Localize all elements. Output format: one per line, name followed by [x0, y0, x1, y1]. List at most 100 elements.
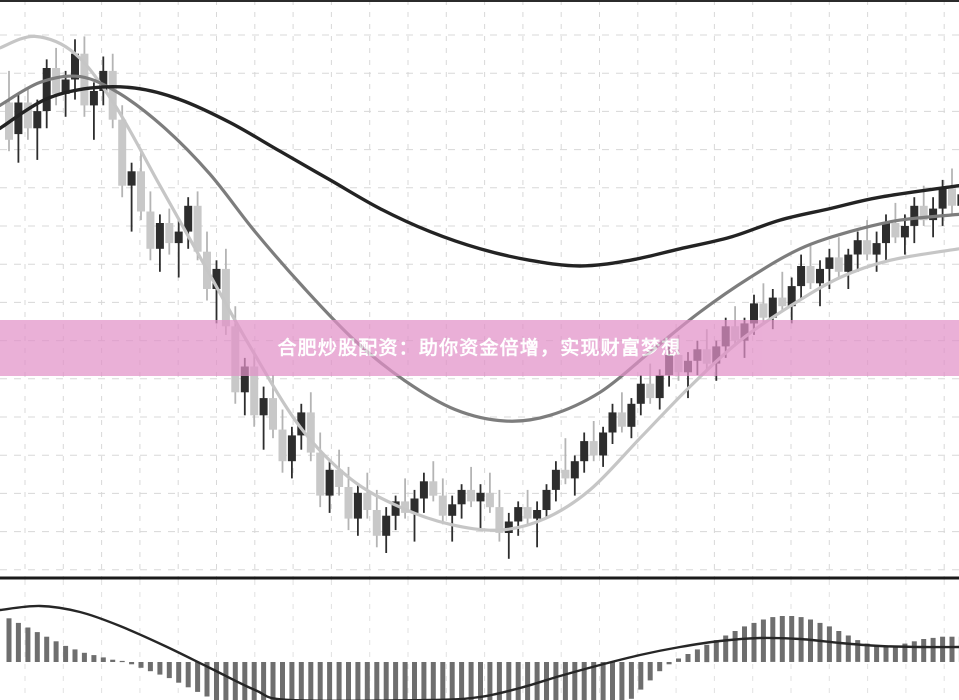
candlestick: [797, 254, 806, 301]
candlestick: [193, 191, 202, 261]
candlestick: [759, 283, 768, 324]
macd-signal-line: [0, 604, 959, 700]
candlestick: [89, 82, 98, 140]
candlestick: [504, 512, 513, 559]
candlestick: [438, 478, 447, 525]
histogram-bar: [15, 622, 21, 662]
histogram-bar: [289, 662, 295, 700]
histogram-bar: [364, 662, 370, 700]
histogram-bar: [346, 662, 351, 700]
histogram-bar: [280, 662, 285, 700]
histogram-bar: [44, 636, 50, 662]
candlestick: [448, 495, 457, 542]
histogram-bar: [845, 635, 851, 662]
candlestick: [476, 484, 485, 531]
promo-banner[interactable]: 合肥炒股配资：助你资金倍增，实现财富梦想: [0, 320, 959, 376]
histogram-bar: [383, 662, 389, 700]
candlestick: [212, 260, 221, 324]
histogram-bar: [723, 635, 729, 662]
candlestick: [391, 495, 400, 531]
candlestick: [891, 202, 900, 244]
histogram-bar: [685, 654, 691, 662]
histogram-bar: [525, 662, 531, 700]
candlestick: [429, 461, 438, 502]
histogram-bar: [129, 662, 135, 665]
histogram-bar: [261, 662, 267, 700]
histogram-bar: [147, 662, 153, 672]
histogram-bar: [534, 662, 540, 700]
candlestick: [900, 214, 909, 255]
histogram-bar: [459, 662, 465, 700]
histogram-bar: [713, 640, 719, 662]
candlestick: [99, 56, 108, 106]
histogram-bar: [836, 631, 842, 662]
histogram-bar: [100, 657, 106, 662]
candlestick: [419, 472, 428, 513]
candlestick: [561, 438, 570, 485]
histogram-bar: [638, 662, 644, 690]
candlestick: [372, 489, 381, 548]
candlestick: [599, 426, 608, 467]
candlestick: [919, 185, 928, 226]
candlestick: [806, 243, 815, 289]
histogram-bar: [742, 626, 747, 662]
histogram-bar: [393, 662, 399, 700]
candlestick: [844, 248, 853, 289]
histogram-bar: [487, 662, 493, 700]
histogram-bar: [732, 631, 738, 662]
ma-line-ma-slow: [0, 84, 959, 268]
candlestick: [834, 237, 843, 278]
histogram-bar: [421, 662, 427, 700]
candlestick: [401, 478, 410, 519]
candlestick: [5, 70, 13, 152]
candlestick: [589, 421, 598, 462]
candlestick: [325, 461, 334, 513]
histogram-bar: [157, 662, 163, 675]
candlestick: [127, 162, 136, 232]
candlestick: [306, 392, 315, 462]
candlestick: [184, 197, 193, 249]
histogram-bar: [704, 644, 710, 663]
histogram-bar: [751, 622, 757, 662]
histogram-bar: [874, 645, 880, 662]
histogram-bar: [440, 662, 446, 700]
histogram-bar: [138, 662, 144, 668]
histogram-bar: [6, 618, 12, 662]
histogram-bar: [892, 645, 898, 662]
candlestick: [542, 484, 551, 519]
histogram-bar: [591, 662, 597, 700]
ma-line-ma-mid: [0, 74, 959, 423]
candlestick: [853, 231, 862, 272]
histogram-bar: [270, 662, 276, 700]
candlestick: [533, 501, 542, 548]
histogram-bar: [553, 662, 559, 700]
candlestick: [514, 501, 523, 536]
histogram-bar: [402, 662, 408, 700]
histogram-bar: [694, 649, 700, 662]
histogram-bar: [676, 658, 681, 662]
histogram-bar: [34, 632, 40, 662]
histogram-bar: [619, 662, 625, 700]
candlestick: [335, 449, 344, 496]
histogram-bar: [770, 617, 776, 662]
histogram-bar: [204, 662, 210, 697]
candlestick: [787, 277, 796, 324]
histogram-bar: [600, 662, 606, 700]
candlestick: [259, 386, 268, 450]
candlestick: [165, 208, 174, 255]
histogram-bar: [176, 662, 182, 683]
histogram-bar: [53, 641, 59, 662]
histogram-bar: [251, 662, 257, 700]
candlestick: [118, 105, 127, 198]
candlestick: [485, 472, 494, 513]
candlestick: [457, 484, 466, 519]
candlestick: [382, 507, 391, 553]
histogram-bar: [506, 662, 512, 700]
histogram-bar: [855, 640, 861, 662]
histogram-bar: [412, 662, 417, 700]
histogram-bar: [72, 649, 78, 662]
histogram-bar: [110, 659, 116, 662]
histogram-bar: [91, 655, 97, 662]
